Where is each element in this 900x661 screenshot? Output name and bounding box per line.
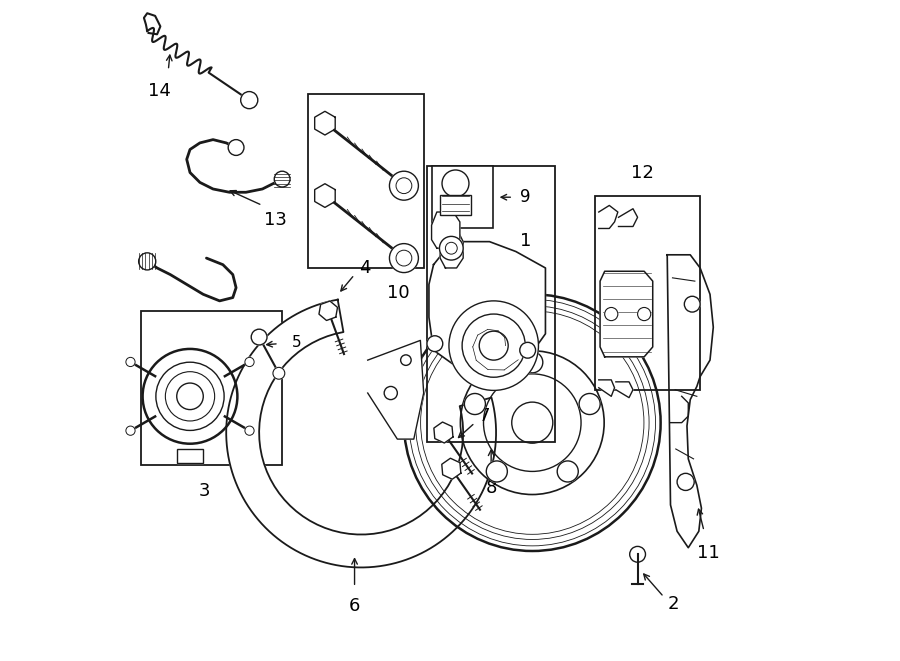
- Polygon shape: [616, 382, 633, 398]
- Circle shape: [605, 307, 617, 321]
- Circle shape: [637, 307, 651, 321]
- Bar: [177, 449, 203, 463]
- Text: 12: 12: [631, 163, 653, 182]
- Circle shape: [390, 244, 418, 272]
- Bar: [309, 94, 424, 268]
- Circle shape: [400, 355, 411, 366]
- Circle shape: [462, 314, 526, 377]
- Bar: [140, 311, 283, 465]
- Circle shape: [384, 387, 397, 400]
- Bar: [440, 195, 471, 215]
- Circle shape: [464, 393, 485, 414]
- Bar: [595, 196, 700, 390]
- Circle shape: [240, 92, 257, 108]
- Circle shape: [630, 547, 645, 563]
- Circle shape: [427, 336, 443, 352]
- Text: 6: 6: [349, 597, 360, 615]
- Polygon shape: [315, 184, 335, 208]
- Polygon shape: [434, 422, 453, 443]
- Bar: [432, 166, 493, 229]
- Polygon shape: [667, 254, 714, 548]
- Circle shape: [479, 331, 508, 360]
- Circle shape: [273, 368, 284, 379]
- Polygon shape: [429, 242, 545, 370]
- Circle shape: [486, 461, 508, 482]
- Text: 2: 2: [668, 595, 680, 613]
- Text: 10: 10: [387, 284, 410, 303]
- Polygon shape: [598, 380, 615, 397]
- Bar: [177, 449, 203, 463]
- Polygon shape: [315, 111, 335, 135]
- Circle shape: [522, 352, 543, 373]
- Polygon shape: [226, 299, 496, 567]
- Text: 13: 13: [264, 211, 287, 229]
- Circle shape: [442, 170, 469, 197]
- Circle shape: [126, 358, 135, 367]
- Text: 11: 11: [698, 545, 720, 563]
- Circle shape: [245, 358, 254, 367]
- Circle shape: [520, 342, 536, 358]
- Circle shape: [274, 171, 290, 187]
- Circle shape: [142, 349, 238, 444]
- Text: 3: 3: [199, 482, 210, 500]
- Text: 14: 14: [148, 82, 170, 100]
- Circle shape: [139, 253, 156, 270]
- Text: 8: 8: [485, 479, 497, 496]
- Text: 7: 7: [479, 407, 490, 425]
- Circle shape: [439, 237, 464, 260]
- Circle shape: [677, 473, 694, 490]
- Polygon shape: [432, 212, 460, 249]
- Polygon shape: [598, 206, 617, 229]
- Circle shape: [449, 301, 538, 391]
- Bar: [427, 166, 555, 442]
- Polygon shape: [319, 301, 338, 321]
- Circle shape: [579, 393, 600, 414]
- Circle shape: [390, 171, 418, 200]
- Circle shape: [404, 294, 661, 551]
- Polygon shape: [600, 271, 652, 357]
- Circle shape: [176, 383, 203, 410]
- Polygon shape: [440, 229, 464, 268]
- Text: 5: 5: [292, 335, 302, 350]
- Text: 1: 1: [520, 231, 531, 250]
- Circle shape: [126, 426, 135, 436]
- Text: 4: 4: [359, 259, 370, 277]
- Circle shape: [684, 296, 700, 312]
- Circle shape: [557, 461, 579, 482]
- Polygon shape: [618, 209, 637, 227]
- Polygon shape: [442, 458, 461, 479]
- Text: 9: 9: [520, 188, 530, 206]
- Circle shape: [245, 426, 254, 436]
- Circle shape: [229, 139, 244, 155]
- Circle shape: [251, 329, 267, 345]
- Polygon shape: [368, 340, 424, 439]
